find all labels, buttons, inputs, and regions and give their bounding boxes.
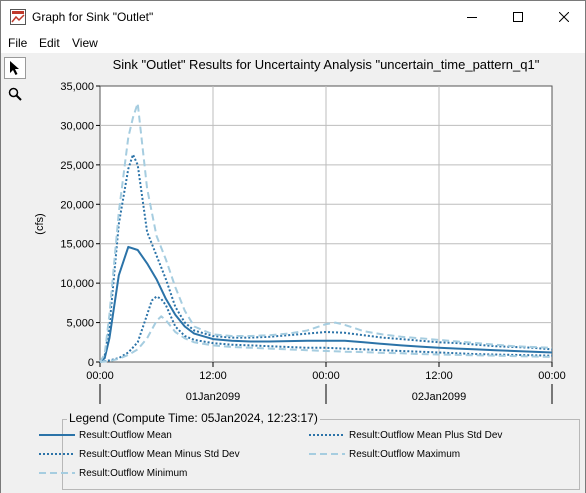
y-tick-label: 0: [88, 357, 94, 369]
close-icon: [559, 12, 569, 22]
x-tick-label: 12:00: [425, 370, 453, 382]
tool-strip: [1, 53, 29, 493]
y-tick-label: 30,000: [60, 120, 94, 132]
title-bar[interactable]: Graph for Sink "Outlet": [1, 1, 585, 33]
legend-entry-minimum: Result:Outflow Minimum: [39, 466, 187, 480]
date-label: 01Jan2099: [186, 391, 240, 403]
y-tick-label: 25,000: [60, 160, 94, 172]
close-button[interactable]: [541, 1, 586, 33]
y-tick-label: 35,000: [60, 81, 94, 93]
legend-label: Result:Outflow Minimum: [79, 467, 188, 479]
legend-entry-maximum: Result:Outflow Maximum: [309, 447, 460, 461]
series-line-2: [99, 295, 553, 363]
minimize-icon: [467, 17, 477, 18]
x-tick-label: 00:00: [538, 370, 566, 382]
maximize-button[interactable]: [495, 1, 541, 33]
magnifier-icon: [8, 87, 22, 101]
y-tick-label: 10,000: [60, 278, 94, 290]
maximize-icon: [513, 12, 523, 22]
legend-title: Legend (Compute Time: 05Jan2024, 12:23:1…: [67, 411, 320, 425]
app-icon: [10, 9, 26, 25]
legend-swatch-mean: [39, 434, 75, 436]
legend-swatch-maximum: [309, 453, 345, 455]
legend-entry-mean: Result:Outflow Mean: [39, 428, 172, 442]
menu-edit[interactable]: Edit: [39, 36, 60, 50]
legend-label: Result:Outflow Mean: [79, 429, 172, 441]
zoom-tool-button[interactable]: [4, 83, 26, 105]
date-label: 02Jan2099: [412, 391, 466, 403]
x-tick-label: 00:00: [86, 370, 114, 382]
legend-entry-mean-plus-std: Result:Outflow Mean Plus Std Dev: [309, 428, 502, 442]
menu-view[interactable]: View: [72, 36, 98, 50]
series-line-4: [99, 315, 553, 363]
legend-swatch-mean-minus-std: [39, 453, 75, 455]
x-tick-label: 00:00: [312, 370, 340, 382]
legend-label: Result:Outflow Maximum: [349, 448, 461, 460]
outflow-chart[interactable]: Sink "Outlet" Results for Uncertainty An…: [29, 53, 585, 408]
pointer-tool-button[interactable]: [4, 57, 26, 79]
legend-swatch-mean-plus-std: [309, 434, 345, 436]
legend-entry-mean-minus-std: Result:Outflow Mean Minus Std Dev: [39, 447, 240, 461]
pointer-arrow-icon: [10, 61, 19, 75]
legend-label: Result:Outflow Mean Plus Std Dev: [349, 429, 503, 441]
series-line-1: [99, 153, 553, 363]
y-tick-label: 5,000: [66, 318, 94, 330]
series-line-0: [99, 245, 553, 363]
series-line-3: [99, 102, 553, 363]
window-title: Graph for Sink "Outlet": [32, 10, 154, 24]
y-tick-label: 20,000: [60, 199, 94, 211]
y-tick-label: 15,000: [60, 239, 94, 251]
legend-swatch-minimum: [39, 472, 75, 474]
legend-box: [62, 419, 580, 490]
legend-label: Result:Outflow Mean Minus Std Dev: [79, 448, 240, 460]
menu-file[interactable]: File: [8, 36, 28, 50]
x-tick-label: 12:00: [199, 370, 227, 382]
y-axis-label: (cfs): [34, 213, 46, 234]
chart-title: Sink "Outlet" Results for Uncertainty An…: [113, 57, 540, 72]
minimize-button[interactable]: [449, 1, 495, 33]
chart-panel: Sink "Outlet" Results for Uncertainty An…: [29, 53, 585, 493]
menu-bar: File Edit View: [1, 33, 585, 53]
